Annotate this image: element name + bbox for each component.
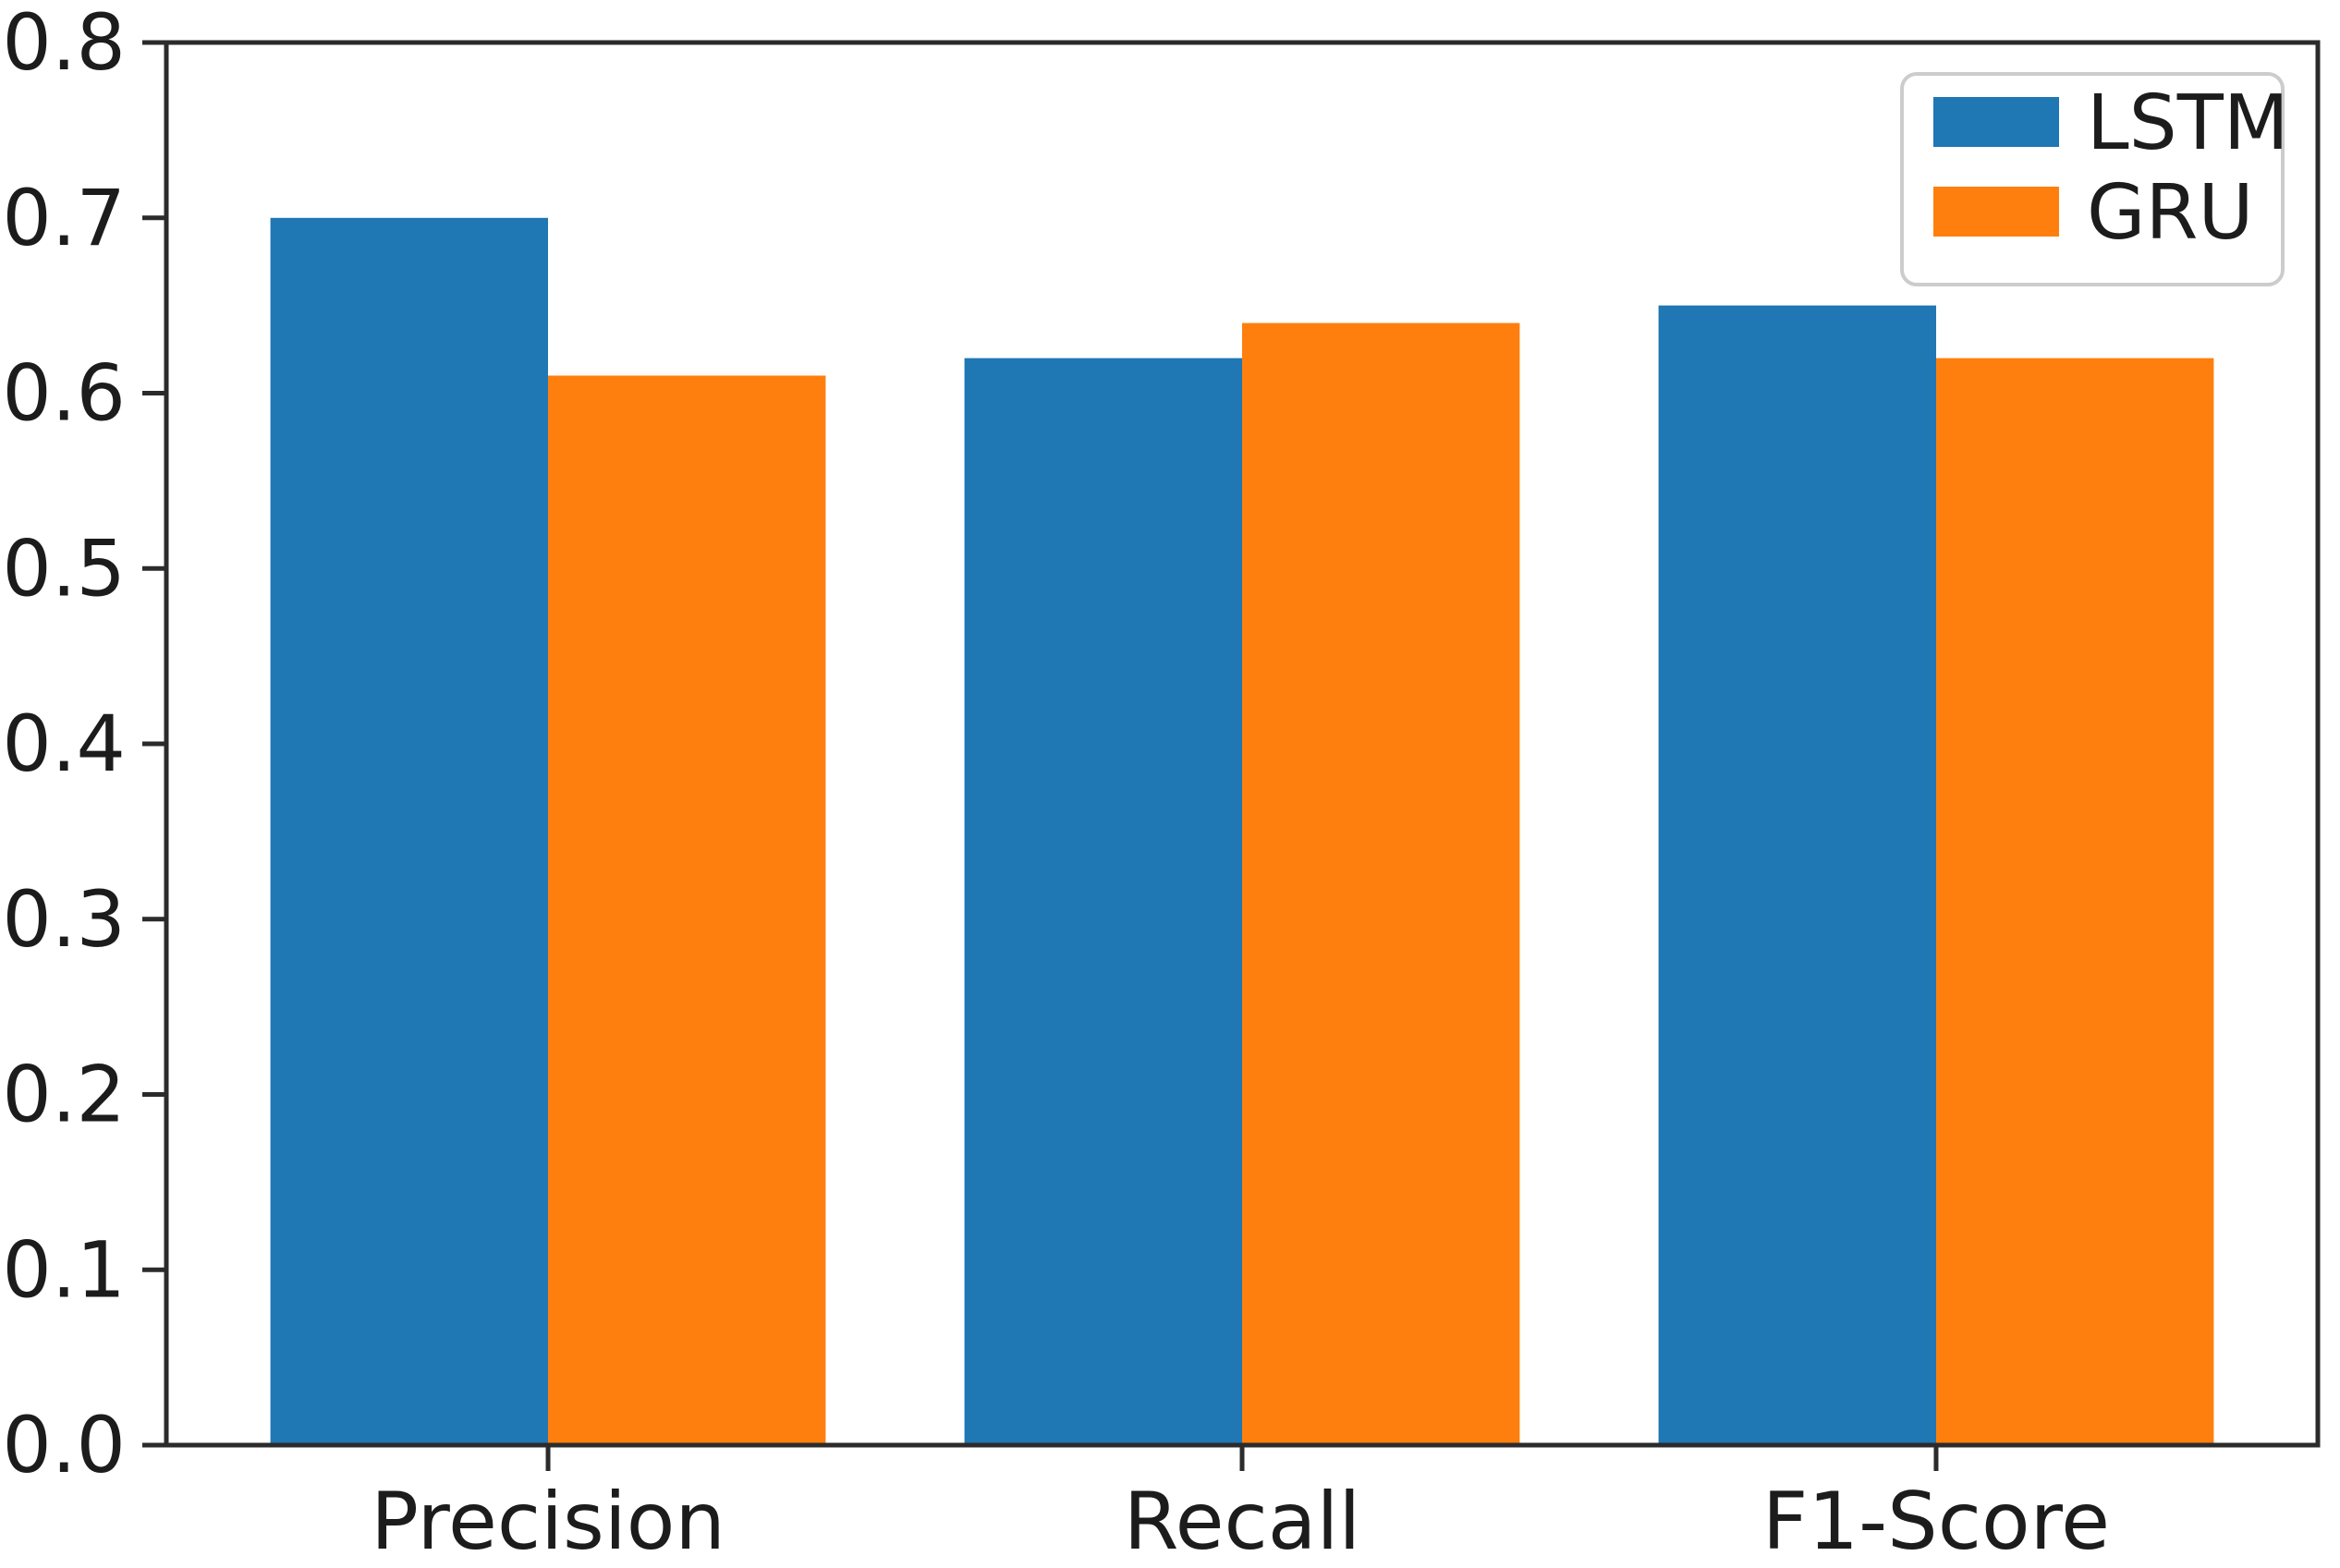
y-tick-label: 0.0: [2, 1400, 126, 1490]
bar-lstm-f1-score: [1658, 305, 1936, 1446]
y-tick-label: 0.1: [2, 1224, 126, 1315]
legend-swatch-gru: [1933, 187, 2059, 237]
y-tick-label: 0.4: [2, 699, 126, 789]
x-axis-ticks: Precision Recall F1-Score: [371, 1445, 2110, 1568]
y-tick-label: 0.5: [2, 523, 126, 614]
y-tick-label: 0.3: [2, 874, 126, 965]
bar-gru-recall: [1242, 322, 1520, 1446]
legend-label-gru: GRU: [2087, 169, 2254, 257]
y-tick-label: 0.7: [2, 173, 126, 263]
y-tick-label: 0.8: [2, 0, 126, 88]
legend-label-lstm: LSTM: [2087, 79, 2289, 167]
legend-swatch-lstm: [1933, 97, 2059, 147]
y-tick-label: 0.2: [2, 1050, 126, 1140]
bar-gru-precision: [548, 375, 826, 1445]
x-tick-label: Precision: [371, 1476, 725, 1568]
y-tick-label: 0.6: [2, 348, 126, 439]
x-tick-label: F1-Score: [1762, 1476, 2110, 1568]
legend: LSTM GRU: [1900, 72, 2289, 286]
y-axis-ticks: 0.0 0.1 0.2 0.3 0.4 0.5 0.6 0.7 0.8: [2, 0, 166, 1490]
bars-group: [270, 217, 2214, 1446]
bar-lstm-recall: [964, 358, 1242, 1446]
bar-lstm-precision: [270, 217, 548, 1445]
bar-gru-f1-score: [1936, 358, 2214, 1446]
x-tick-label: Recall: [1124, 1476, 1361, 1568]
